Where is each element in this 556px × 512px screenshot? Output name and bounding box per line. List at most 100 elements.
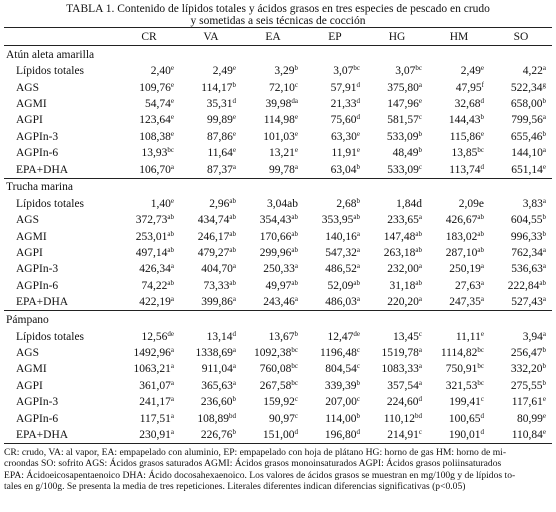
cell-value: 287,10: [445, 247, 478, 260]
significance-letter: ab: [229, 246, 236, 255]
value-cell: 299,96ab: [242, 245, 304, 261]
cell-value: 13,21: [269, 147, 295, 160]
cell-value: 1492,96: [133, 347, 171, 360]
significance-letter: a: [170, 378, 174, 387]
significance-letter: f: [481, 80, 484, 89]
significance-letter: a: [542, 64, 546, 73]
cell-value: 74,22: [141, 279, 168, 292]
cell-value: 253,01: [135, 230, 168, 243]
data-row: AGPIn-3 108,38e 87,86e 101,03e 63,30e 533,09b…: [4, 129, 552, 145]
value-cell: 114,00b: [304, 410, 366, 426]
data-row: EPA+DHA 106,70a 87,37a 99,78a 63,04b 533,09c 1…: [4, 161, 552, 178]
significance-letter: bc: [477, 362, 484, 371]
cell-value: 357,54: [387, 379, 419, 392]
significance-letter: b: [542, 129, 547, 138]
significance-letter: ab: [291, 246, 298, 255]
value-cell: 13,45c: [366, 328, 428, 344]
value-cell: 47,95f: [428, 79, 490, 95]
value-cell: 39,98da: [242, 96, 304, 112]
cell-value: 1092,38: [254, 347, 292, 360]
cell-value: 354,43: [259, 214, 292, 227]
value-cell: 21,33d: [304, 96, 366, 112]
table-title: TABLA 1. Contenido de lípidos totales y …: [4, 0, 552, 27]
significance-letter: ab: [415, 246, 422, 255]
cell-value: 536,63: [511, 263, 543, 276]
significance-letter: c: [356, 395, 360, 404]
significance-letter: e: [170, 113, 174, 122]
significance-letter: e: [294, 146, 298, 155]
significance-letter: a: [542, 146, 546, 155]
cell-value: 110,12: [383, 412, 415, 425]
significance-letter: d: [356, 80, 361, 89]
row-label: Lípidos totales: [16, 197, 85, 210]
significance-letter: b: [542, 213, 547, 222]
significance-letter: ab: [291, 278, 298, 287]
significance-letter: a: [232, 378, 236, 387]
cell-value: 190,01: [448, 429, 481, 441]
value-cell: 247,35a: [428, 294, 490, 311]
significance-letter: a: [480, 262, 484, 271]
cell-value: 256,47: [510, 347, 543, 360]
cell-value: 2,96: [209, 197, 230, 210]
significance-letter: a: [294, 262, 298, 271]
value-cell: 404,70a: [180, 261, 242, 277]
significance-letter: de: [353, 329, 360, 338]
cell-value: 527,43: [511, 296, 543, 309]
significance-letter: a: [542, 196, 546, 205]
data-row: AGPIn-6 117,51a 108,89bd 90,97c 114,00b 110,1…: [4, 410, 552, 426]
cell-value: 151,00: [262, 429, 295, 441]
value-cell: 479,27ab: [180, 245, 242, 261]
value-cell: 13,14d: [180, 328, 242, 344]
significance-letter: c: [356, 362, 360, 371]
value-cell: 911,04a: [180, 361, 242, 377]
footnote: CR: crudo, VA: al vapor, EA: empapelado …: [4, 447, 552, 492]
significance-letter: a: [170, 295, 174, 304]
significance-letter: a: [418, 80, 422, 89]
value-cell: 110,12bd: [366, 410, 428, 426]
value-cell: 123,64e: [118, 112, 180, 128]
value-cell: 199,41c: [428, 394, 490, 410]
value-cell: 183,02ab: [428, 229, 490, 245]
value-cell: 2,49e: [180, 63, 242, 79]
cell-value: 1519,78: [381, 347, 419, 360]
column-header: HG: [388, 30, 406, 43]
cell-value: 497,14: [135, 247, 168, 260]
significance-letter: bd: [229, 411, 236, 420]
data-row: EPA+DHA 422,19a 399,86a 243,46a 486,03a 220,2…: [4, 294, 552, 311]
value-cell: 57,91d: [304, 79, 366, 95]
cell-value: 220,20: [387, 296, 419, 309]
significance-letter: b: [542, 96, 547, 105]
significance-letter: ab: [229, 278, 236, 287]
value-cell: 287,10ab: [428, 245, 490, 261]
significance-letter: b: [232, 395, 237, 404]
cell-value: 39,98: [265, 97, 292, 110]
cell-value: 250,19: [449, 263, 481, 276]
significance-letter: a: [418, 262, 422, 271]
value-cell: 426,34a: [118, 261, 180, 277]
cell-value: 1196,48: [319, 347, 357, 360]
significance-letter: c: [356, 346, 360, 355]
cell-value: 1114,82: [440, 347, 478, 360]
cell-value: 73,33: [203, 279, 230, 292]
cell-value: 13,85: [451, 147, 478, 160]
significance-letter: bc: [477, 346, 484, 355]
significance-letter: d: [480, 428, 485, 436]
row-label: AGPIn-6: [16, 147, 59, 160]
value-cell: 159,92c: [242, 394, 304, 410]
significance-letter: c: [294, 395, 298, 404]
significance-letter: e: [294, 113, 298, 122]
value-cell: 486,52a: [304, 261, 366, 277]
significance-letter: a: [294, 162, 298, 171]
cell-value: 57,91: [330, 81, 357, 94]
footnote-line: CR: crudo, VA: al vapor, EA: empapelado …: [4, 447, 507, 459]
significance-letter: ab: [291, 213, 298, 222]
cell-value: 404,70: [201, 263, 233, 276]
cell-value: 658,00: [510, 97, 543, 110]
row-label: AGPI: [16, 247, 43, 260]
significance-letter: a: [480, 278, 484, 287]
significance-letter: a: [232, 262, 236, 271]
column-header: CR: [141, 30, 157, 43]
significance-letter: ab: [477, 246, 484, 255]
value-cell: 536,63a: [490, 261, 552, 277]
